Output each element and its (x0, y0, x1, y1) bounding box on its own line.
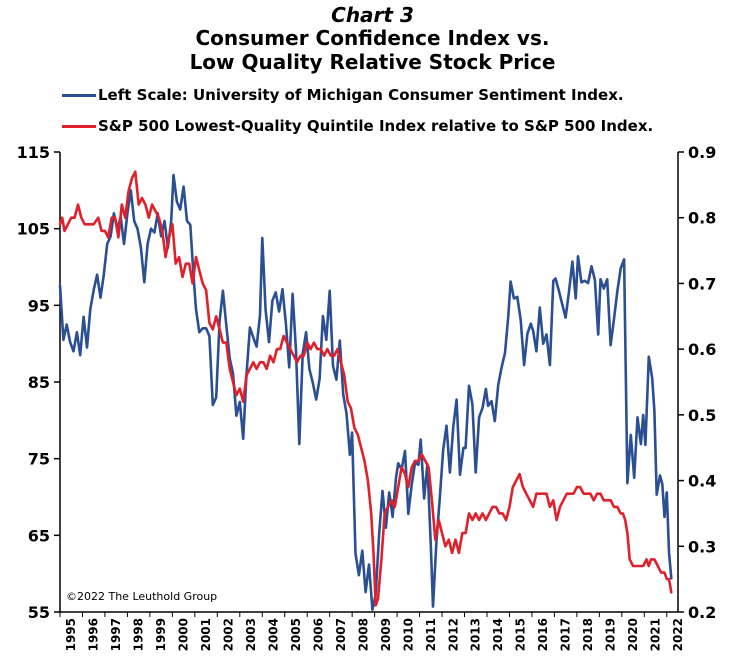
left-tick-label: 115 (17, 143, 50, 162)
left-tick-label: 85 (28, 373, 50, 392)
chart-title-line2: Low Quality Relative Stock Price (189, 50, 556, 74)
x-tick-label: 2010 (401, 618, 415, 651)
right-tick-label: 0.7 (688, 274, 716, 293)
x-tick-label: 2008 (356, 618, 370, 651)
legend-label: S&P 500 Lowest-Quality Quintile Index re… (98, 117, 654, 135)
series-layer (58, 170, 673, 611)
x-tick-label: 1998 (132, 618, 146, 651)
x-tick-label: 2022 (671, 618, 685, 651)
right-tick-label: 0.5 (688, 406, 716, 425)
x-tick-label: 2011 (424, 618, 438, 651)
series-line-consumer-sentiment (58, 173, 673, 611)
left-tick-label: 65 (28, 526, 50, 545)
x-tick-label: 2004 (266, 618, 280, 651)
chart-number: Chart 3 (331, 3, 414, 27)
x-tick-label: 1995 (64, 618, 78, 651)
x-tick-label: 2002 (222, 618, 236, 651)
axes-layer: 55 65 75 85 95 105 115 0.2 0.3 0.4 0.5 0.6 0.7 0.8 0.9… (17, 143, 717, 651)
x-tick-label: 2003 (244, 618, 258, 651)
x-tick-label: 2013 (469, 618, 483, 651)
right-tick-label: 0.6 (688, 340, 716, 359)
x-tick-label: 2000 (177, 618, 191, 651)
x-tick-label: 2016 (536, 618, 550, 651)
legend-swatch-red (62, 125, 96, 128)
left-tick-label: 55 (28, 603, 50, 622)
x-tick-label: 2005 (289, 618, 303, 651)
left-tick-label: 105 (17, 220, 50, 239)
x-tick-label: 1997 (109, 618, 123, 651)
left-tick-label: 95 (28, 296, 50, 315)
x-tick-label: 1999 (154, 618, 168, 651)
legend-label: Left Scale: University of Michigan Consu… (98, 86, 624, 104)
right-tick-label: 0.2 (688, 603, 716, 622)
chart-title-line1: Consumer Confidence Index vs. (195, 26, 550, 50)
x-tick-label: 2009 (379, 618, 393, 651)
right-tick-label: 0.9 (688, 143, 716, 162)
right-tick-label: 0.8 (688, 209, 716, 228)
x-tick-label: 1996 (87, 618, 101, 651)
right-tick-label: 0.4 (688, 472, 716, 491)
copyright-text: ©2022 The Leuthold Group (66, 590, 217, 603)
x-tick-label: 2018 (581, 618, 595, 651)
left-tick-label: 75 (28, 450, 50, 469)
x-tick-label: 2007 (334, 618, 348, 651)
legend-item-low-quality-relative: S&P 500 Lowest-Quality Quintile Index re… (62, 117, 732, 135)
x-tick-label: 2019 (604, 618, 618, 651)
x-tick-label: 2001 (199, 618, 213, 651)
right-tick-label: 0.3 (688, 537, 716, 556)
x-tick-label: 2021 (649, 618, 663, 651)
x-tick-label: 2015 (514, 618, 528, 651)
legend-swatch-blue (62, 94, 96, 97)
x-tick-label: 2012 (446, 618, 460, 651)
legend-item-consumer-sentiment: Left Scale: University of Michigan Consu… (62, 86, 732, 104)
x-tick-label: 2014 (491, 618, 505, 651)
series-line-low-quality-relative (58, 170, 673, 607)
title-block: Chart 3 Consumer Confidence Index vs. Lo… (0, 4, 745, 74)
x-tick-label: 2006 (311, 618, 325, 651)
x-tick-label: 2017 (559, 618, 573, 651)
x-tick-label: 2020 (626, 618, 640, 651)
